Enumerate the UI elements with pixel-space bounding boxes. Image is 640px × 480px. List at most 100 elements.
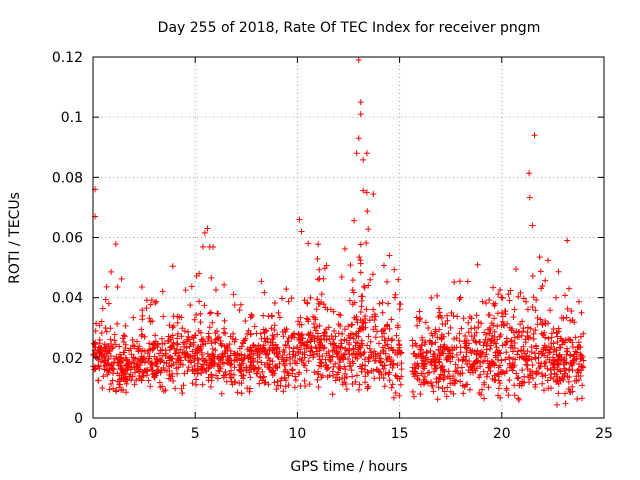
data-point [230, 371, 237, 378]
axis-ticks: 0 5 10 15 20 25 0 0.02 0.04 0.06 0.08 0.1 0.12 [52, 50, 613, 442]
data-point [118, 275, 125, 282]
data-point [502, 307, 509, 314]
data-point [208, 377, 215, 384]
data-point [555, 390, 562, 397]
data-point [290, 351, 297, 358]
data-point [314, 333, 321, 340]
data-point [449, 380, 456, 387]
data-point [316, 362, 323, 369]
data-point [562, 400, 569, 407]
data-point [506, 377, 513, 384]
data-point [285, 334, 292, 341]
data-point [231, 364, 238, 371]
data-point [335, 348, 342, 355]
data-point [371, 348, 378, 355]
data-point [324, 364, 331, 371]
data-point [358, 303, 365, 310]
data-point [130, 360, 137, 367]
data-point [109, 344, 116, 351]
data-point [467, 369, 474, 376]
data-point [131, 343, 138, 350]
data-point [432, 365, 439, 372]
data-point [323, 333, 330, 340]
data-point [370, 306, 377, 313]
data-point [396, 392, 403, 399]
data-point [304, 343, 311, 350]
data-point [129, 373, 136, 380]
data-point [398, 360, 405, 367]
data-point [139, 307, 146, 314]
data-point [140, 372, 147, 379]
data-point [428, 330, 435, 337]
data-point [193, 376, 200, 383]
data-point [137, 358, 144, 365]
data-point [471, 348, 478, 355]
data-point [315, 370, 322, 377]
data-point [231, 302, 238, 309]
data-point [494, 352, 501, 359]
data-point [107, 325, 114, 332]
data-point [240, 372, 247, 379]
data-point [547, 349, 554, 356]
data-point [546, 349, 553, 356]
data-point [391, 294, 398, 301]
data-point [350, 350, 357, 357]
data-point [240, 337, 247, 344]
data-point [348, 367, 355, 374]
data-point [291, 330, 298, 337]
data-point [452, 368, 459, 375]
data-point [534, 315, 541, 322]
data-point [541, 352, 548, 359]
data-point [218, 390, 225, 397]
data-point [332, 333, 339, 340]
data-point [362, 373, 369, 380]
data-point [150, 345, 157, 352]
data-point [280, 356, 287, 363]
data-point [337, 312, 344, 319]
data-point [147, 346, 154, 353]
data-point [512, 356, 519, 363]
data-point [238, 351, 245, 358]
data-point [439, 367, 446, 374]
data-point [492, 349, 499, 356]
data-point [107, 336, 114, 343]
data-point [550, 325, 557, 332]
data-point [98, 318, 105, 325]
data-point [417, 315, 424, 322]
data-point [337, 365, 344, 372]
data-point [271, 300, 278, 307]
data-point [355, 386, 362, 393]
data-point [209, 351, 216, 358]
y-axis-label: ROTI / TECUs [7, 192, 23, 284]
data-point [251, 323, 258, 330]
data-point [108, 341, 115, 348]
data-point [254, 370, 261, 377]
data-point [181, 351, 188, 358]
data-point [409, 342, 416, 349]
data-point [431, 357, 438, 364]
data-point [321, 265, 328, 272]
data-point [573, 353, 580, 360]
data-point [386, 252, 393, 259]
data-point [359, 293, 366, 300]
data-point [544, 354, 551, 361]
data-point [228, 378, 235, 385]
data-point [301, 351, 308, 358]
data-point [569, 383, 576, 390]
data-point [184, 368, 191, 375]
data-point [244, 385, 251, 392]
data-point [112, 241, 119, 248]
x-tick-label: 5 [191, 426, 200, 442]
data-point [351, 299, 358, 306]
data-point [335, 311, 342, 318]
data-point [418, 370, 425, 377]
data-point [246, 388, 253, 395]
data-point [226, 370, 233, 377]
data-point [520, 348, 527, 355]
data-point [307, 348, 314, 355]
data-point [206, 324, 213, 331]
data-point [178, 333, 185, 340]
data-point [485, 384, 492, 391]
data-point [325, 324, 332, 331]
data-point [541, 387, 548, 394]
